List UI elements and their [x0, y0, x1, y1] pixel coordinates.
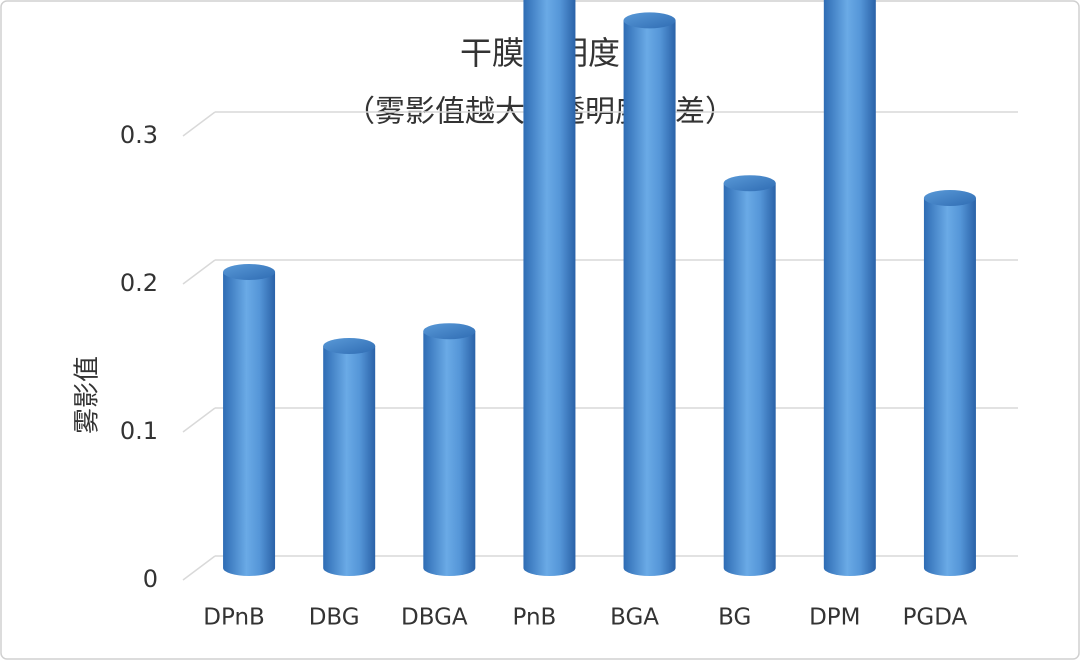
- bar-body: [523, 0, 576, 576]
- grid-line: [182, 111, 216, 137]
- bar-cap: [223, 264, 276, 280]
- y-tick-label: 0.2: [120, 269, 158, 297]
- bar: [823, 0, 876, 576]
- bar: [623, 12, 676, 576]
- y-tick-label: 0.3: [120, 121, 158, 149]
- grid-line: [182, 407, 216, 433]
- bar: [523, 0, 576, 576]
- bar: [923, 190, 976, 576]
- bar-cap: [623, 12, 676, 29]
- bar-body: [423, 331, 476, 576]
- bar-body: [623, 20, 676, 576]
- x-tick-label: DBG: [309, 605, 360, 631]
- x-tick-label: DPnB: [203, 605, 265, 631]
- x-tick-label: PGDA: [903, 605, 968, 631]
- x-tick-label: DPM: [809, 605, 860, 631]
- bar-cap: [423, 323, 476, 340]
- grid-line: [182, 259, 216, 285]
- bar-body: [723, 183, 776, 576]
- x-tick-label: BGA: [610, 605, 659, 631]
- x-tick-label: BG: [718, 605, 751, 631]
- bar: [323, 338, 376, 576]
- bar-body: [923, 198, 976, 576]
- bar-body: [823, 0, 876, 576]
- bar: [423, 323, 476, 576]
- y-tick-label: 0: [143, 565, 158, 593]
- bar-body: [223, 272, 276, 576]
- bar: [223, 264, 276, 576]
- y-axis-title: 雾影值: [73, 356, 103, 434]
- bar-cap: [923, 190, 976, 206]
- bar-cap: [723, 175, 776, 192]
- x-tick-label: DBGA: [401, 605, 468, 631]
- x-tick-label: PnB: [513, 605, 557, 631]
- bar-body: [323, 346, 376, 576]
- y-tick-label: 0.4: [120, 0, 158, 1]
- bar-cap: [323, 338, 376, 354]
- grid-line: [182, 555, 216, 581]
- bar: [723, 175, 776, 576]
- y-tick-label: 0.1: [120, 417, 158, 445]
